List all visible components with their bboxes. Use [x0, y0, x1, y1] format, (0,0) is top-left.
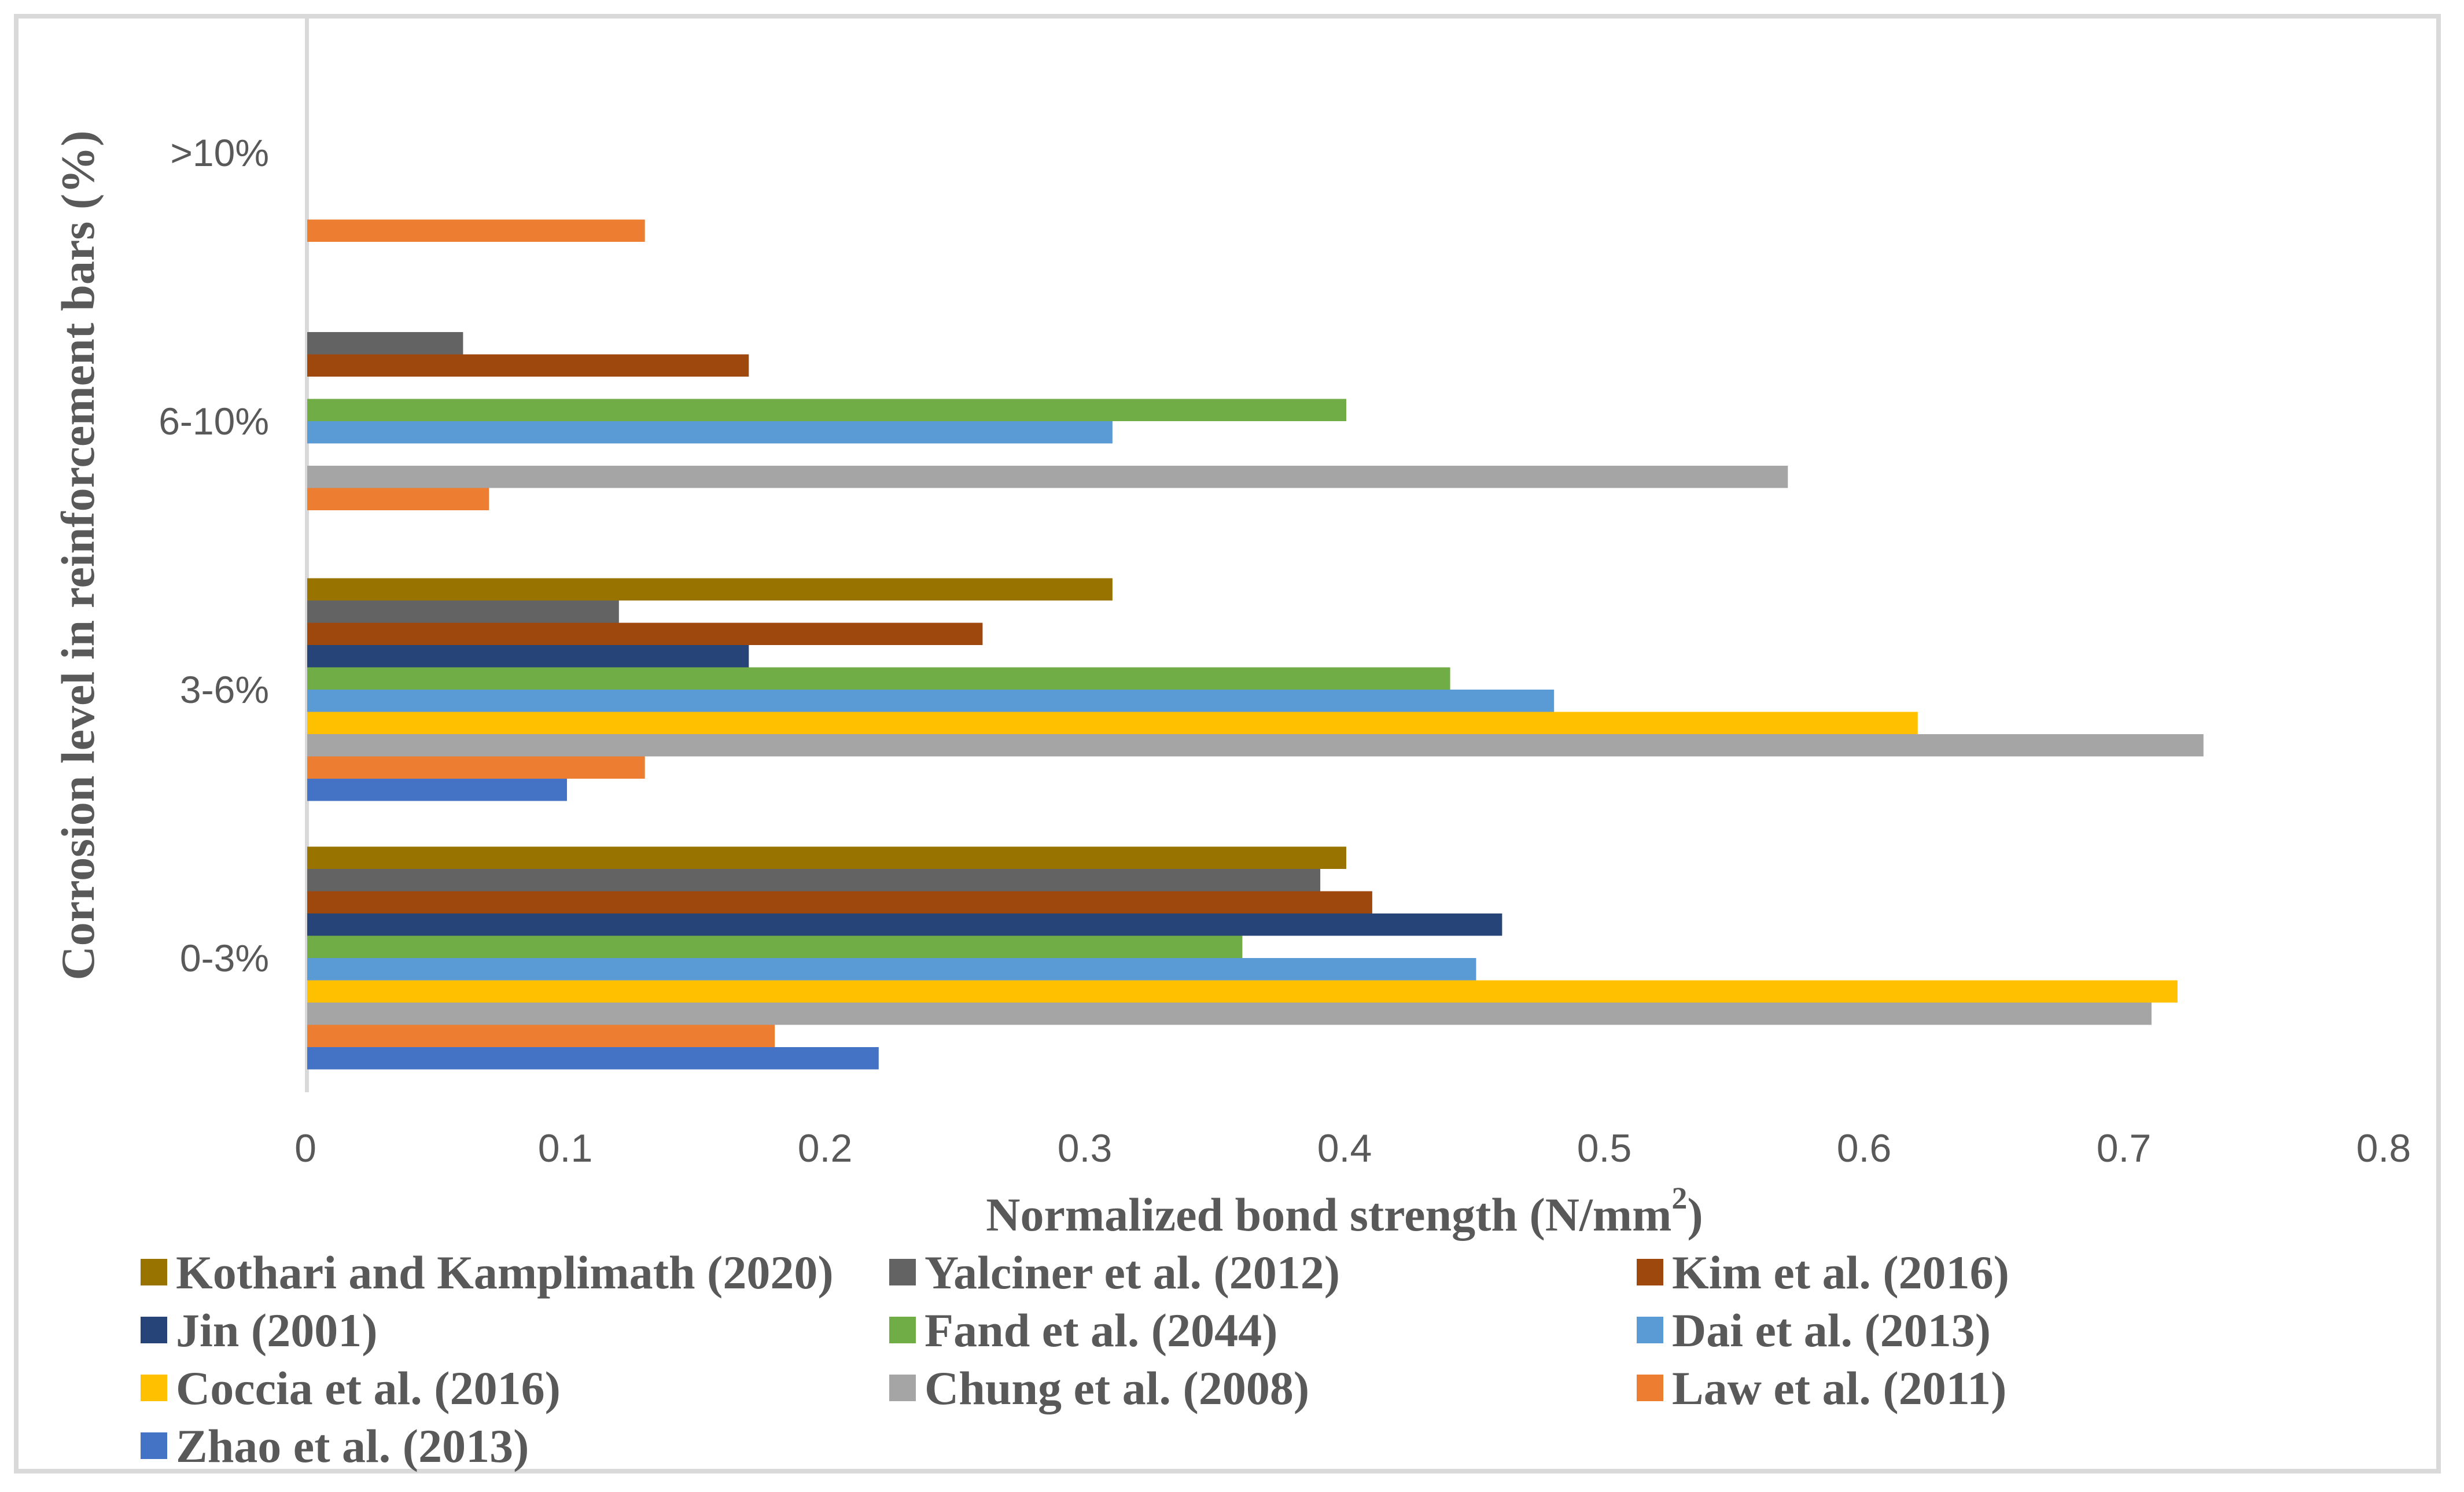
bar: [307, 354, 749, 377]
bar: [307, 891, 1372, 913]
legend-label: Chung et al. (2008): [925, 1362, 1309, 1414]
bar: [307, 712, 1918, 734]
legend-swatch: [141, 1317, 167, 1343]
y-axis-category-label: 3-6%: [180, 668, 269, 711]
legend-label: Fand et al. (2044): [925, 1304, 1277, 1357]
bar: [307, 601, 619, 623]
legend-label: Kim et al. (2016): [1672, 1246, 2009, 1299]
bar: [307, 913, 1502, 936]
y-axis-title: Corrosion level in reinforcement bars (%…: [51, 131, 104, 981]
bar: [307, 488, 489, 510]
y-axis-line: [305, 19, 309, 1092]
bar: [307, 756, 645, 779]
legend-swatch: [1637, 1259, 1663, 1285]
bar: [307, 667, 1450, 690]
legend-swatch: [889, 1259, 916, 1285]
bar: [307, 466, 1788, 488]
legend-swatch: [1637, 1317, 1663, 1343]
x-axis-title-superscript: 2: [1671, 1181, 1687, 1215]
bar: [307, 645, 749, 668]
legend-label: Jin (2001): [176, 1304, 378, 1357]
bar: [307, 935, 1243, 958]
x-axis-tick-label: 0.8: [2356, 1126, 2411, 1170]
bar: [307, 958, 1476, 981]
legend-swatch: [1637, 1375, 1663, 1401]
bar: [307, 332, 463, 355]
x-axis-tick-label: 0.6: [1837, 1126, 1892, 1170]
x-axis-title: Normalized bond strength (N/mm2): [986, 1181, 1703, 1241]
bar: [307, 869, 1321, 891]
bar: [307, 622, 983, 645]
legend-label: Coccia et al. (2016): [176, 1362, 561, 1414]
bar: [307, 578, 1113, 601]
bar: [307, 1047, 879, 1070]
bar: [307, 846, 1346, 869]
x-axis-tick-label: 0: [294, 1126, 316, 1170]
x-axis-tick-label: 0.3: [1058, 1126, 1113, 1170]
bar: [307, 779, 567, 801]
bar: [307, 399, 1346, 421]
x-axis-tick-label: 0.5: [1577, 1126, 1632, 1170]
x-axis-tick-label: 0.4: [1317, 1126, 1372, 1170]
legend-label: Yalciner et al. (2012): [925, 1246, 1340, 1299]
legend-swatch: [141, 1259, 167, 1285]
x-axis-tick-label: 0.1: [538, 1126, 593, 1170]
legend-swatch: [141, 1375, 167, 1401]
chart-content: >10% 6-10% 3-6% 0-3% 0 0.1 0.2 0.3 0.4 0.5 0.6 0.7 0…: [141, 19, 2411, 1472]
x-axis-tick-label: 0.2: [798, 1126, 853, 1170]
legend-swatch: [889, 1375, 916, 1401]
bar: [307, 734, 2204, 757]
figure-border: [14, 14, 2441, 1473]
legend-label: Dai et al. (2013): [1672, 1304, 1991, 1357]
x-axis-tick-label: 0.7: [2097, 1126, 2152, 1170]
y-axis-category-label: 0-3%: [180, 937, 269, 979]
bar: [307, 421, 1113, 444]
legend-label: Law et al. (2011): [1672, 1362, 2006, 1414]
legend-swatch: [141, 1432, 167, 1459]
legend-label: Kothari and Kamplimath (2020): [176, 1246, 834, 1299]
bar: [307, 1003, 2152, 1025]
y-axis-category-label: >10%: [170, 131, 269, 174]
legend-label: Zhao et al. (2013): [176, 1420, 529, 1472]
bar: [307, 690, 1555, 712]
legend-swatch: [889, 1317, 916, 1343]
y-axis-category-label: 6-10%: [159, 400, 269, 443]
bar: [307, 219, 645, 242]
bar: [307, 1025, 775, 1047]
bar: [307, 980, 2178, 1003]
